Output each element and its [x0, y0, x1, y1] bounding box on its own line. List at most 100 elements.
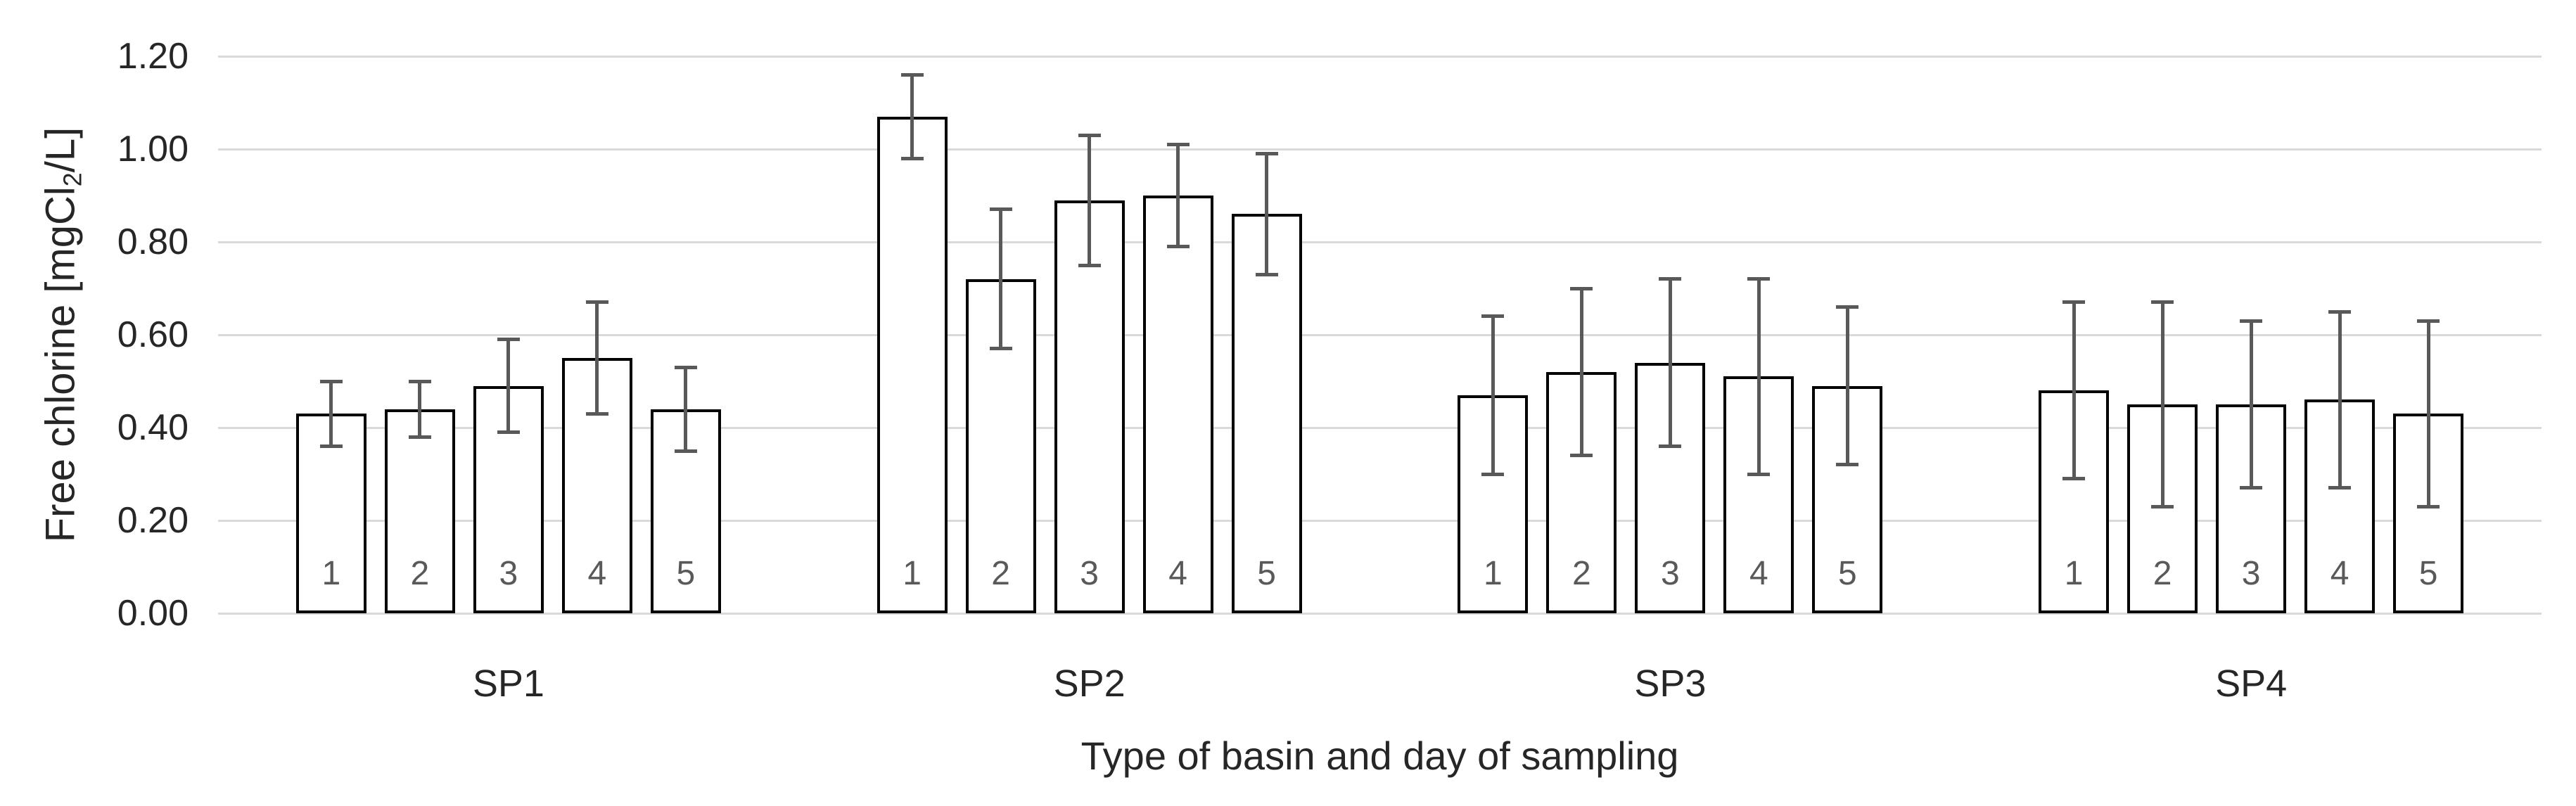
error-bar-bottom-cap [408, 435, 431, 439]
error-bar-top-cap [2417, 319, 2440, 323]
bar-rect [1142, 196, 1213, 613]
gridline [218, 333, 2542, 336]
error-bar-bottom-cap [1255, 272, 1278, 276]
bar-rect [1458, 395, 1529, 613]
y-axis-tick-label: 0.00 [117, 593, 189, 634]
error-bar-stem [2426, 321, 2430, 507]
bar: 4 [2304, 399, 2376, 613]
error-bar-stem [684, 367, 688, 451]
error-bar-top-cap [497, 338, 520, 342]
error-bar-stem [1845, 307, 1849, 465]
bar-rect [1054, 200, 1125, 613]
x-axis-title: Type of basin and day of sampling [1080, 734, 1679, 778]
error-bar-top-cap [989, 207, 1012, 212]
error-bar-top-cap [1836, 305, 1859, 309]
gridline [218, 519, 2542, 522]
error-bar-bottom-cap [585, 411, 608, 416]
error-bar-top-cap [2062, 300, 2086, 305]
y-axis-tick-label: 1.00 [117, 129, 189, 169]
bar-rect [2127, 404, 2198, 613]
y-axis-tick-label: 0.20 [117, 500, 189, 541]
error-bar-bottom-cap [319, 444, 343, 448]
error-bar-stem [595, 302, 599, 414]
bar-day-label: 2 [1572, 554, 1591, 592]
error-bar-top-cap [1078, 133, 1101, 137]
bar-day-label: 1 [2064, 554, 2084, 592]
error-bar-stem [2160, 302, 2164, 507]
bar-day-label: 4 [1168, 555, 1187, 592]
bar-day-label: 5 [676, 554, 696, 592]
error-bar-top-cap [2151, 300, 2174, 305]
error-bar-bottom-cap [1166, 245, 1190, 249]
error-bar-bottom-cap [989, 347, 1012, 351]
bar-day-label: 3 [1080, 554, 1099, 592]
error-bar-stem [1579, 288, 1583, 456]
bar-day-label: 2 [410, 554, 430, 592]
gridline [218, 148, 2542, 151]
gridline [218, 55, 2542, 58]
bar-day-label: 5 [1838, 554, 1857, 592]
error-bar-bottom-cap [900, 156, 924, 160]
bar: 2 [384, 409, 455, 613]
error-bar-top-cap [674, 365, 697, 369]
bar-rect [1231, 214, 1302, 613]
error-bar-stem [2249, 321, 2253, 488]
error-bar-top-cap [319, 379, 343, 383]
bar: 3 [1054, 200, 1125, 613]
error-bar-stem [1176, 144, 1180, 247]
error-bar-stem [1756, 279, 1761, 474]
error-bar-bottom-cap [2151, 504, 2174, 508]
y-axis-tick-label: 0.40 [117, 407, 189, 448]
error-bar-stem [2338, 312, 2342, 488]
error-bar-bottom-cap [2240, 486, 2263, 490]
bar-rect [876, 116, 948, 613]
error-bar-stem [506, 339, 511, 433]
error-bar-bottom-cap [2417, 504, 2440, 508]
gridline [218, 426, 2542, 429]
error-bar-stem [1491, 316, 1495, 474]
error-bar-top-cap [2240, 319, 2263, 323]
x-axis-group-label: SP2 [1053, 663, 1126, 705]
y-axis-tick-label: 1.20 [117, 36, 189, 77]
y-axis-tick-label: 0.80 [117, 222, 189, 262]
bar-day-label: 5 [1257, 554, 1276, 592]
bar-day-label: 2 [991, 554, 1010, 592]
error-bar-bottom-cap [674, 449, 697, 453]
bar-day-label: 1 [1484, 554, 1503, 592]
bar-day-label: 3 [499, 554, 518, 592]
error-bar-bottom-cap [497, 430, 520, 435]
error-bar-bottom-cap [1570, 454, 1593, 458]
error-bar-bottom-cap [1836, 463, 1859, 467]
bar: 1 [876, 116, 948, 613]
error-bar-bottom-cap [2062, 477, 2086, 481]
bar-day-label: 1 [903, 554, 922, 592]
x-axis-group-label: SP4 [2215, 663, 2288, 705]
error-bar-top-cap [1659, 277, 1682, 281]
error-bar-bottom-cap [1481, 472, 1505, 476]
bar: 2 [2127, 404, 2198, 613]
bar-day-label: 4 [1749, 554, 1768, 592]
x-axis-group-label: SP3 [1634, 663, 1707, 705]
error-bar-bottom-cap [1659, 444, 1682, 448]
error-bar-top-cap [900, 72, 924, 77]
gridline [218, 612, 2542, 615]
gridline [218, 241, 2542, 243]
error-bar-top-cap [1166, 142, 1190, 146]
bar: 4 [1142, 196, 1213, 613]
error-bar-stem [999, 209, 1003, 349]
bar-day-label: 4 [587, 555, 607, 592]
error-bar-bottom-cap [2328, 486, 2352, 490]
bar-rect [384, 409, 455, 613]
bar-rect [2304, 399, 2376, 613]
error-bar-stem [1265, 153, 1269, 275]
bar-day-label: 1 [321, 554, 341, 592]
error-bar-stem [418, 381, 422, 437]
bar-day-label: 4 [2330, 554, 2349, 592]
error-bar-top-cap [585, 300, 608, 305]
bar-day-label: 3 [2241, 555, 2261, 592]
error-bar-bottom-cap [1078, 263, 1101, 267]
bar-day-label: 5 [2418, 554, 2438, 592]
bar: 5 [1231, 214, 1302, 613]
